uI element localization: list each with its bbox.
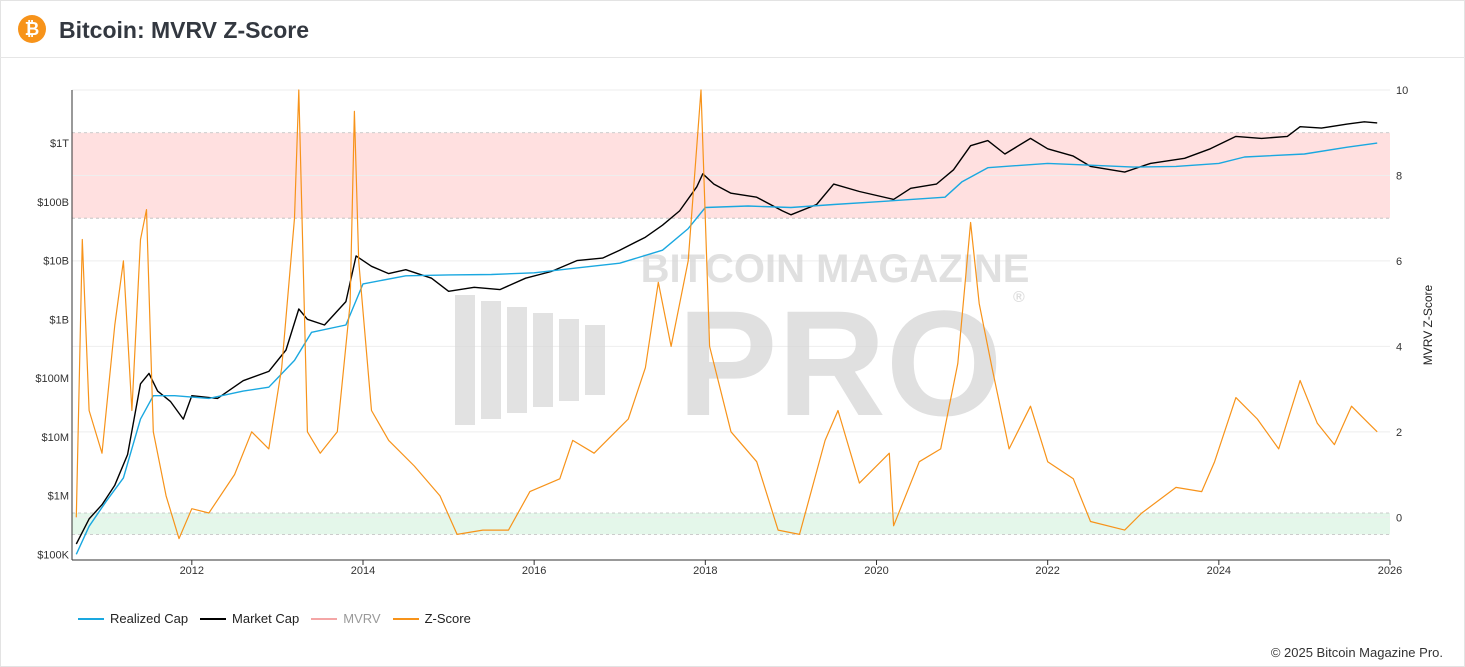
watermark-logo-bar: [559, 319, 579, 401]
bitcoin-icon: ₿: [18, 15, 46, 43]
watermark-logo-bar: [481, 301, 501, 419]
y-left-tick-label: $10B: [43, 256, 69, 268]
y-left-tick-label: $1M: [48, 491, 69, 503]
legend-item-z-score[interactable]: Z-Score: [392, 611, 471, 626]
legend-label: MVRV: [343, 611, 381, 626]
watermark-logo-bar: [533, 313, 553, 407]
legend-label: Realized Cap: [110, 611, 189, 626]
y-right-tick-label: 10: [1396, 85, 1408, 97]
legend-swatch-market-cap: [200, 617, 227, 620]
y-left-tick-label: $1T: [50, 138, 69, 150]
x-tick-label: 2018: [693, 565, 717, 577]
series-line-z-score: [75, 89, 1378, 540]
x-tick-label: 2024: [1207, 565, 1231, 577]
y-right-tick-label: 6: [1396, 256, 1402, 268]
band-undervalued: [72, 513, 1390, 535]
legend-swatch-mvrv: [311, 617, 338, 620]
legend-item-mvrv[interactable]: MVRV: [311, 611, 381, 626]
legend-item-realized-cap[interactable]: Realized Cap: [78, 611, 188, 626]
chart-title: Bitcoin: MVRV Z-Score: [59, 17, 310, 43]
y-left-tick-label: $1B: [49, 314, 69, 326]
watermark-logo-bar: [455, 295, 475, 425]
y-right-tick-label: 0: [1396, 512, 1402, 524]
y-right-tick-label: 8: [1396, 170, 1402, 182]
y-right-axis-title: MVRV Z-Score: [1421, 284, 1435, 365]
y-right-tick-label: 4: [1396, 341, 1402, 353]
legend-swatch-z-score: [392, 617, 419, 620]
watermark-pro-text: PRO: [677, 279, 1002, 447]
x-tick-label: 2014: [351, 565, 375, 577]
x-tick-label: 2020: [864, 565, 888, 577]
series-line-realized-cap: [75, 142, 1378, 555]
x-tick-label: 2016: [522, 565, 546, 577]
legend-swatch-realized-cap: [78, 617, 104, 620]
x-tick-label: 2022: [1035, 565, 1059, 577]
x-tick-label: 2026: [1378, 565, 1402, 577]
copyright-text: © 2025 Bitcoin Magazine Pro.: [1270, 645, 1443, 660]
watermark-logo-bar: [585, 325, 605, 395]
legend-item-market-cap[interactable]: Market Cap: [200, 611, 299, 626]
y-left-tick-label: $100B: [37, 197, 69, 209]
chart-legend: Realized Cap Market Cap MVRV Z-Score: [78, 611, 471, 626]
x-tick-label: 2012: [180, 565, 204, 577]
legend-label: Z-Score: [424, 611, 471, 626]
watermark-registered-mark: ®: [1013, 289, 1025, 306]
y-right-tick-label: 2: [1396, 427, 1402, 439]
legend-label: Market Cap: [232, 611, 300, 626]
chart-header: ₿ Bitcoin: MVRV Z-Score: [0, 0, 1465, 58]
y-left-tick-label: $100K: [37, 549, 69, 561]
watermark-logo-bar: [507, 307, 527, 413]
y-left-tick-label: $100M: [35, 373, 69, 385]
y-left-tick-label: $10M: [41, 432, 69, 444]
